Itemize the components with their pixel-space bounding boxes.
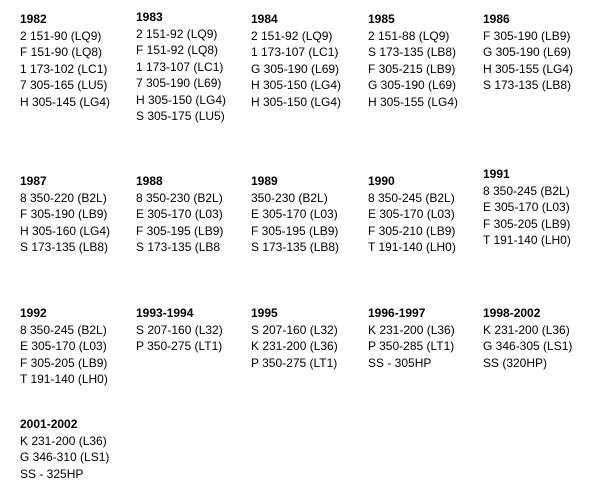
year-heading: 1995 [251, 306, 278, 320]
engine-line: S 207-160 (L32) [251, 322, 338, 337]
engine-line: H 305-150 (LG4) [136, 92, 227, 107]
engine-line: 2 151-88 (LQ9) [368, 28, 450, 43]
engine-line: S 173-135 (LB8) [20, 240, 109, 254]
engine-line: T 191-140 (LH0) [483, 233, 571, 247]
engine-block-9: 1991 8 350-245 (B2L) E 305-170 (L03) F 3… [483, 166, 590, 249]
engine-line: 8 350-245 (B2L) [20, 322, 107, 337]
engine-block-13: 1996-1997 K 231-200 (L36) P 350-285 (LT1… [368, 305, 480, 371]
engine-line: P 350-285 (LT1) [368, 339, 455, 353]
engine-line: 350-230 (B2L) [251, 190, 328, 205]
engine-line: H 305-150 (LG4) [251, 94, 342, 109]
year-heading: 1989 [251, 174, 278, 188]
engine-line: E 305-170 (L03) [483, 200, 570, 214]
engine-line: 8 350-245 (B2L) [483, 183, 570, 198]
engine-line: P 350-275 (LT1) [136, 339, 223, 353]
engine-line: 1 173-107 (LC1) [251, 45, 339, 59]
year-heading: 1986 [483, 12, 510, 26]
engine-block-10: 1992 8 350-245 (B2L) E 305-170 (L03) F 3… [20, 305, 132, 388]
engine-line: 8 350-220 (B2L) [20, 190, 107, 205]
engine-line: 8 350-245 (B2L) [368, 190, 455, 205]
engine-line: F 305-215 (LB9) [368, 61, 456, 76]
engine-line: 2 151-90 (LQ9) [20, 28, 102, 43]
engine-line: 2 151-92 (LQ9) [136, 26, 218, 41]
year-heading: 1991 [483, 167, 510, 181]
engine-line: G 346-310 (LS1) [20, 450, 110, 464]
engine-line: T 191-140 (LH0) [20, 372, 108, 386]
engine-line: H 305-155 (LG4) [483, 61, 574, 76]
year-heading: 1998-2002 [483, 306, 541, 320]
year-heading: 1996-1997 [368, 306, 426, 320]
engine-line: 1 173-102 (LC1) [20, 61, 108, 76]
engine-line: E 305-170 (L03) [136, 207, 223, 221]
engine-line: 7 305-190 (L69) [136, 76, 222, 90]
engine-block-4: 1986 F 305-190 (LB9) G 305-190 (L69) H 3… [483, 11, 590, 94]
engine-block-6: 1988 8 350-230 (B2L) E 305-170 (L03) F 3… [136, 173, 248, 256]
engine-line: S 173-135 (LB8) [483, 78, 572, 92]
engine-line: E 305-170 (L03) [368, 207, 455, 221]
engine-line: S 173-135 (LB8) [251, 240, 340, 254]
engine-line: 8 350-230 (B2L) [136, 190, 223, 205]
year-heading: 1982 [20, 12, 47, 26]
engine-line: F 305-195 (LB9) [136, 223, 224, 238]
engine-block-8: 1990 8 350-245 (B2L) E 305-170 (L03) F 3… [368, 173, 480, 256]
engine-line: E 305-170 (L03) [20, 339, 107, 353]
engine-line: K 231-200 (L36) [368, 322, 455, 337]
engine-block-3: 1985 2 151-88 (LQ9) S 173-135 (LB8) F 30… [368, 11, 480, 110]
engine-block-5: 1987 8 350-220 (B2L) F 305-190 (LB9) H 3… [20, 173, 132, 256]
engine-block-1: 1983 2 151-92 (LQ9) F 151-92 (LQ8) 1 173… [136, 9, 248, 125]
engine-line: F 305-190 (LB9) [20, 207, 108, 221]
engine-line: G 305-190 (L69) [368, 78, 457, 92]
year-heading: 1984 [251, 12, 278, 26]
engine-line: SS (320HP) [483, 355, 548, 370]
engine-line: P 350-275 (LT1) [251, 355, 338, 370]
year-heading: 1983 [136, 10, 163, 24]
engine-line: F 305-190 (LB9) [483, 28, 571, 43]
engine-block-7: 1989 350-230 (B2L) E 305-170 (L03) F 305… [251, 173, 363, 256]
engine-line: F 151-90 (LQ8) [20, 45, 103, 59]
engine-line: H 305-145 (LG4) [20, 94, 111, 109]
engine-block-11: 1993-1994 S 207-160 (L32) P 350-275 (LT1… [136, 305, 248, 355]
year-heading: 1987 [20, 174, 47, 188]
engine-line: T 191-140 (LH0) [368, 240, 456, 254]
year-heading: 1990 [368, 174, 395, 188]
year-heading: 1993-1994 [136, 306, 194, 320]
year-heading: 2001-2002 [20, 417, 78, 431]
engine-line: K 231-200 (L36) [251, 339, 338, 353]
engine-line: SS - 305HP [368, 355, 432, 370]
engine-line: E 305-170 (L03) [251, 207, 338, 221]
engine-line: 2 151-92 (LQ9) [251, 28, 333, 43]
engine-line: G 346-305 (LS1) [483, 339, 573, 353]
engine-line: F 305-195 (LB9) [251, 223, 339, 238]
engine-line: 1 173-107 (LC1) [136, 59, 224, 74]
engine-line: K 231-200 (L36) [483, 322, 570, 337]
year-heading: 1985 [368, 12, 395, 26]
engine-line: F 305-205 (LB9) [483, 216, 571, 231]
engine-block-12: 1995 S 207-160 (L32) K 231-200 (L36) P 3… [251, 305, 363, 371]
engine-block-14: 1998-2002 K 231-200 (L36) G 346-305 (LS1… [483, 305, 590, 371]
engine-line: G 305-190 (L69) [483, 45, 572, 59]
engine-line: H 305-160 (LG4) [20, 223, 111, 238]
engine-line: SS - 325HP [20, 466, 84, 481]
engine-line: H 305-155 (LG4) [368, 94, 459, 109]
engine-line: G 305-190 (L69) [251, 61, 340, 76]
engine-line: F 151-92 (LQ8) [136, 43, 219, 57]
engine-line: F 305-210 (LB9) [368, 223, 456, 238]
engine-block-2: 1984 2 151-92 (LQ9) 1 173-107 (LC1) G 30… [251, 11, 363, 110]
engine-block-15: 2001-2002 K 231-200 (L36) G 346-310 (LS1… [20, 416, 132, 482]
year-heading: 1992 [20, 306, 47, 320]
engine-line: H 305-150 (LG4) [251, 78, 342, 92]
engine-line: S 173-135 (LB8 [136, 240, 221, 254]
year-heading: 1988 [136, 174, 163, 188]
engine-line: F 305-205 (LB9) [20, 355, 108, 370]
engine-line: S 173-135 (LB8) [368, 45, 457, 59]
engine-line: S 305-175 (LU5) [136, 109, 225, 123]
engine-line: K 231-200 (L36) [20, 433, 107, 448]
engine-line: 7 305-165 (LU5) [20, 78, 108, 92]
engine-block-0: 1982 2 151-90 (LQ9) F 151-90 (LQ8) 1 173… [20, 11, 132, 110]
engine-line: S 207-160 (L32) [136, 322, 223, 337]
